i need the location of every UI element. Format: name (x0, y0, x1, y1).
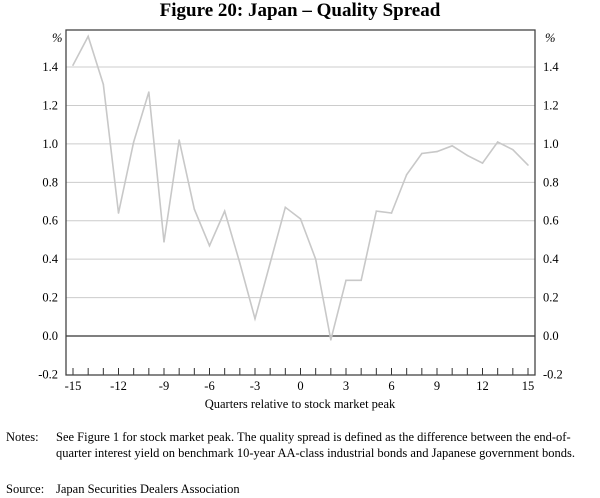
data-point (405, 173, 408, 176)
data-point (132, 141, 135, 143)
y-unit-right: % (545, 31, 555, 45)
data-point (102, 83, 105, 86)
y-tick-label-right: 0.4 (543, 252, 559, 266)
data-point (330, 339, 332, 341)
y-tick-label-right: 1.0 (543, 137, 559, 151)
y-tick-label-left: -0.2 (38, 367, 58, 381)
x-tick-label: -6 (204, 379, 214, 393)
data-point (239, 262, 241, 264)
chart-title: Figure 20: Japan – Quality Spread (159, 0, 441, 21)
x-axis-label: Quarters relative to stock market peak (204, 397, 396, 411)
data-point (466, 154, 469, 157)
data-point (284, 206, 287, 209)
y-unit-left: % (52, 31, 62, 45)
data-point (87, 35, 89, 38)
x-tick-label: -15 (65, 379, 82, 393)
data-point (421, 152, 423, 155)
notes-text: See Figure 1 for stock market peak. The … (56, 430, 575, 460)
x-tick-label: 6 (388, 379, 394, 393)
source-text: Japan Securities Dealers Association (56, 482, 240, 496)
data-point (451, 145, 453, 147)
x-tick-label: -3 (250, 379, 260, 393)
data-point (299, 218, 302, 220)
data-point (390, 212, 393, 214)
y-tick-label-left: 1.0 (42, 137, 58, 151)
data-point (314, 258, 317, 260)
y-tick-label-right: -0.2 (543, 367, 563, 381)
plot-frame (65, 29, 536, 376)
data-point (269, 262, 271, 264)
source-label: Source: (6, 482, 45, 496)
data-point (512, 148, 514, 151)
notes: Notes: See Figure 1 for stock market pea… (6, 430, 600, 480)
y-tick-label-left: 0.8 (42, 175, 58, 189)
notes-label: Notes: (6, 430, 39, 444)
y-tick-label-right: 0.0 (543, 329, 559, 343)
y-tick-label-left: 0.4 (42, 252, 58, 266)
x-tick-label: 9 (434, 379, 440, 393)
y-tick-label-right: 0.8 (543, 175, 559, 189)
x-tick-label: 12 (476, 379, 489, 393)
data-point (481, 162, 484, 164)
y-tick-label-right: 0.6 (543, 214, 559, 228)
data-point (223, 210, 226, 212)
data-point (178, 139, 180, 141)
y-tick-label-right: 1.4 (543, 60, 559, 74)
data-point (345, 279, 347, 282)
x-tick-label: 0 (297, 379, 303, 393)
data-point (527, 164, 529, 166)
data-point (208, 244, 211, 247)
y-tick-label-left: 0.0 (42, 329, 58, 343)
y-tick-label-left: 1.2 (42, 98, 58, 112)
x-tick-label: -9 (159, 379, 169, 393)
data-point (148, 91, 150, 93)
y-tick-label-right: 0.2 (543, 291, 559, 305)
y-tick-label-right: 1.2 (543, 98, 559, 112)
series-line-quality-spread (72, 34, 529, 341)
data-point (360, 279, 362, 282)
data-point (254, 317, 256, 320)
data-point (193, 208, 196, 211)
x-tick-label: -12 (110, 379, 127, 393)
x-tick-label: 3 (343, 379, 349, 393)
data-point (163, 241, 165, 243)
y-tick-label-left: 0.2 (42, 291, 58, 305)
data-point (496, 141, 499, 143)
x-tick-label: 15 (522, 379, 535, 393)
y-tick-label-left: 0.6 (42, 214, 58, 228)
data-point (375, 210, 378, 212)
y-tick-label-left: 1.4 (42, 60, 58, 74)
data-point (117, 212, 120, 214)
data-point (436, 150, 438, 153)
data-point (72, 64, 74, 66)
